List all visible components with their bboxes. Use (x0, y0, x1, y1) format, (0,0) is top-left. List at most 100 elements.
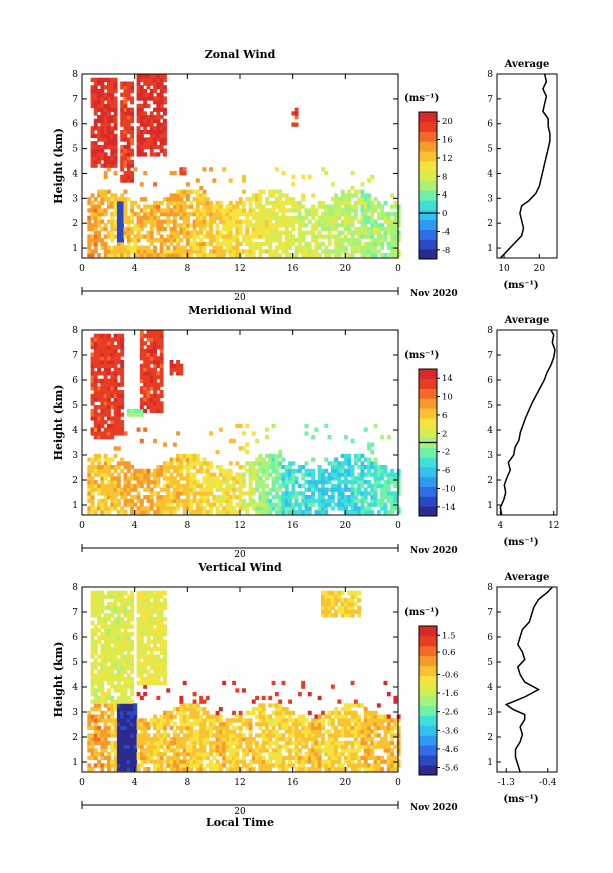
date-label: Nov 2020 (410, 289, 458, 299)
y-tick-label: 1 (72, 758, 78, 768)
colorbar-tick-label: 20 (442, 117, 453, 127)
profile-panel: Average 1 2 3 4 5 6 7 8 -1.3 -0.4(ms⁻¹) (487, 572, 558, 805)
profile-panel: Average 1 2 3 4 5 6 7 8 10 20 (ms⁻¹) (487, 59, 558, 291)
profile-y-tick-label: 4 (487, 683, 493, 693)
x-tick-label: 0 (395, 521, 401, 531)
y-tick-label: 8 (72, 583, 78, 593)
colorbar-tick-label: -0.6 (442, 670, 458, 680)
colorbar-tick-label: 16 (442, 136, 453, 146)
x-tick-label: 8 (184, 521, 190, 531)
x-tick-label: 4 (132, 521, 138, 531)
x-tick-label: 12 (234, 778, 245, 788)
profile-y-tick-label: 2 (487, 219, 493, 229)
y-tick-label: 3 (72, 708, 78, 718)
panel-title: Zonal Wind (205, 48, 276, 61)
profile-y-tick-label: 8 (487, 583, 493, 593)
colorbar-tick-label: 14 (442, 374, 453, 384)
profile-y-tick-label: 3 (487, 194, 493, 204)
y-tick-label: 8 (72, 70, 78, 80)
y-tick-label: 5 (72, 658, 78, 668)
x-tick-label: 16 (287, 521, 299, 531)
profile-x-tick-label: -0.4 (539, 778, 557, 788)
colorbar-unit: (ms⁻¹) (404, 350, 439, 361)
colorbar-tick-label: -14 (442, 503, 456, 513)
heatmap-cells (87, 590, 401, 772)
profile-frame (496, 329, 558, 516)
colorbar-unit: (ms⁻¹) (404, 607, 439, 618)
profile-x-label: (ms⁻¹) (503, 537, 538, 548)
heatmap-cells (87, 330, 401, 515)
profile-line (499, 73, 551, 259)
y-tick-label: 5 (72, 145, 78, 155)
colorbar-tick-label: -3.6 (442, 726, 458, 736)
x-tick-label: 0 (79, 264, 85, 274)
colorbar-tick-label: 0.6 (442, 648, 456, 658)
profile-y-tick-label: 5 (487, 145, 493, 155)
x-tick-label: 8 (184, 778, 190, 788)
date-label: Nov 2020 (410, 803, 458, 813)
colorbar: 1.5 0.6 -0.6 -1.6 -2.6 -3.6 -4.6 -5.6 (ms⁻¹) (404, 607, 458, 776)
profile-y-tick-label: 7 (487, 608, 493, 618)
x-tick-label: 8 (184, 264, 190, 274)
profile-line (504, 586, 553, 773)
colorbar-tick-label: -2 (442, 448, 450, 458)
x-tick-label: 0 (395, 778, 401, 788)
x-tick-label: 20 (340, 521, 352, 531)
profile-x-tick-label: 20 (534, 264, 546, 274)
colorbar-unit: (ms⁻¹) (404, 93, 439, 104)
profile-y-tick-label: 6 (487, 376, 493, 386)
day-label: 20 (234, 807, 246, 817)
y-tick-label: 1 (72, 244, 78, 254)
profile-x-label: (ms⁻¹) (503, 280, 538, 291)
y-tick-label: 7 (72, 95, 78, 105)
profile-frame (496, 586, 558, 773)
profile-frame (496, 73, 558, 259)
profile-y-tick-label: 5 (487, 401, 493, 411)
colorbar-tick-label: -8 (442, 246, 450, 256)
x-tick-label: 16 (287, 264, 299, 274)
x-tick-label: 20 (340, 264, 352, 274)
y-tick-label: 4 (72, 169, 78, 179)
y-tick-label: 2 (72, 733, 78, 743)
profile-y-tick-label: 3 (487, 708, 493, 718)
colorbar-tick-label: 1.5 (442, 631, 456, 641)
profile-y-tick-label: 6 (487, 120, 493, 130)
y-tick-label: 6 (72, 633, 78, 643)
panel-title: Vertical Wind (197, 561, 282, 574)
x-tick-label: 20 (340, 778, 352, 788)
profile-y-tick-label: 7 (487, 351, 493, 361)
colorbar-tick-label: 6 (442, 411, 447, 421)
day-label: 20 (234, 550, 246, 560)
profile-title: Average (504, 315, 550, 326)
profile-y-tick-label: 8 (487, 70, 493, 80)
colorbar-tick-label: 0 (442, 209, 447, 219)
heatmap-cells (87, 74, 401, 258)
colorbar-tick-label: 10 (442, 393, 453, 403)
y-tick-label: 2 (72, 219, 78, 229)
profile-x-tick-label: 10 (498, 264, 510, 274)
x-tick-label: 16 (287, 778, 299, 788)
profile-x-label: (ms⁻¹) (503, 794, 538, 805)
panel-title: Meridional Wind (188, 304, 292, 317)
y-tick-label: 2 (72, 476, 78, 486)
y-axis-label: Height (km) (52, 128, 65, 204)
y-axis-label: Height (km) (52, 642, 65, 718)
colorbar-tick-label: 12 (442, 154, 453, 164)
colorbar-tick-label: -2.6 (442, 708, 458, 718)
y-tick-label: 1 (72, 501, 78, 511)
profile-x-tick-label: -1.3 (498, 778, 516, 788)
x-tick-label: 0 (79, 521, 85, 531)
x-tick-label: 4 (132, 264, 138, 274)
y-tick-label: 7 (72, 608, 78, 618)
y-tick-label: 8 (72, 326, 78, 336)
profile-title: Average (504, 59, 550, 70)
x-tick-label: 0 (79, 778, 85, 788)
colorbar-tick-label: 4 (442, 191, 447, 201)
colorbar-tick-label: 2 (442, 429, 447, 439)
x-tick-label: 12 (234, 521, 245, 531)
y-tick-label: 6 (72, 376, 78, 386)
